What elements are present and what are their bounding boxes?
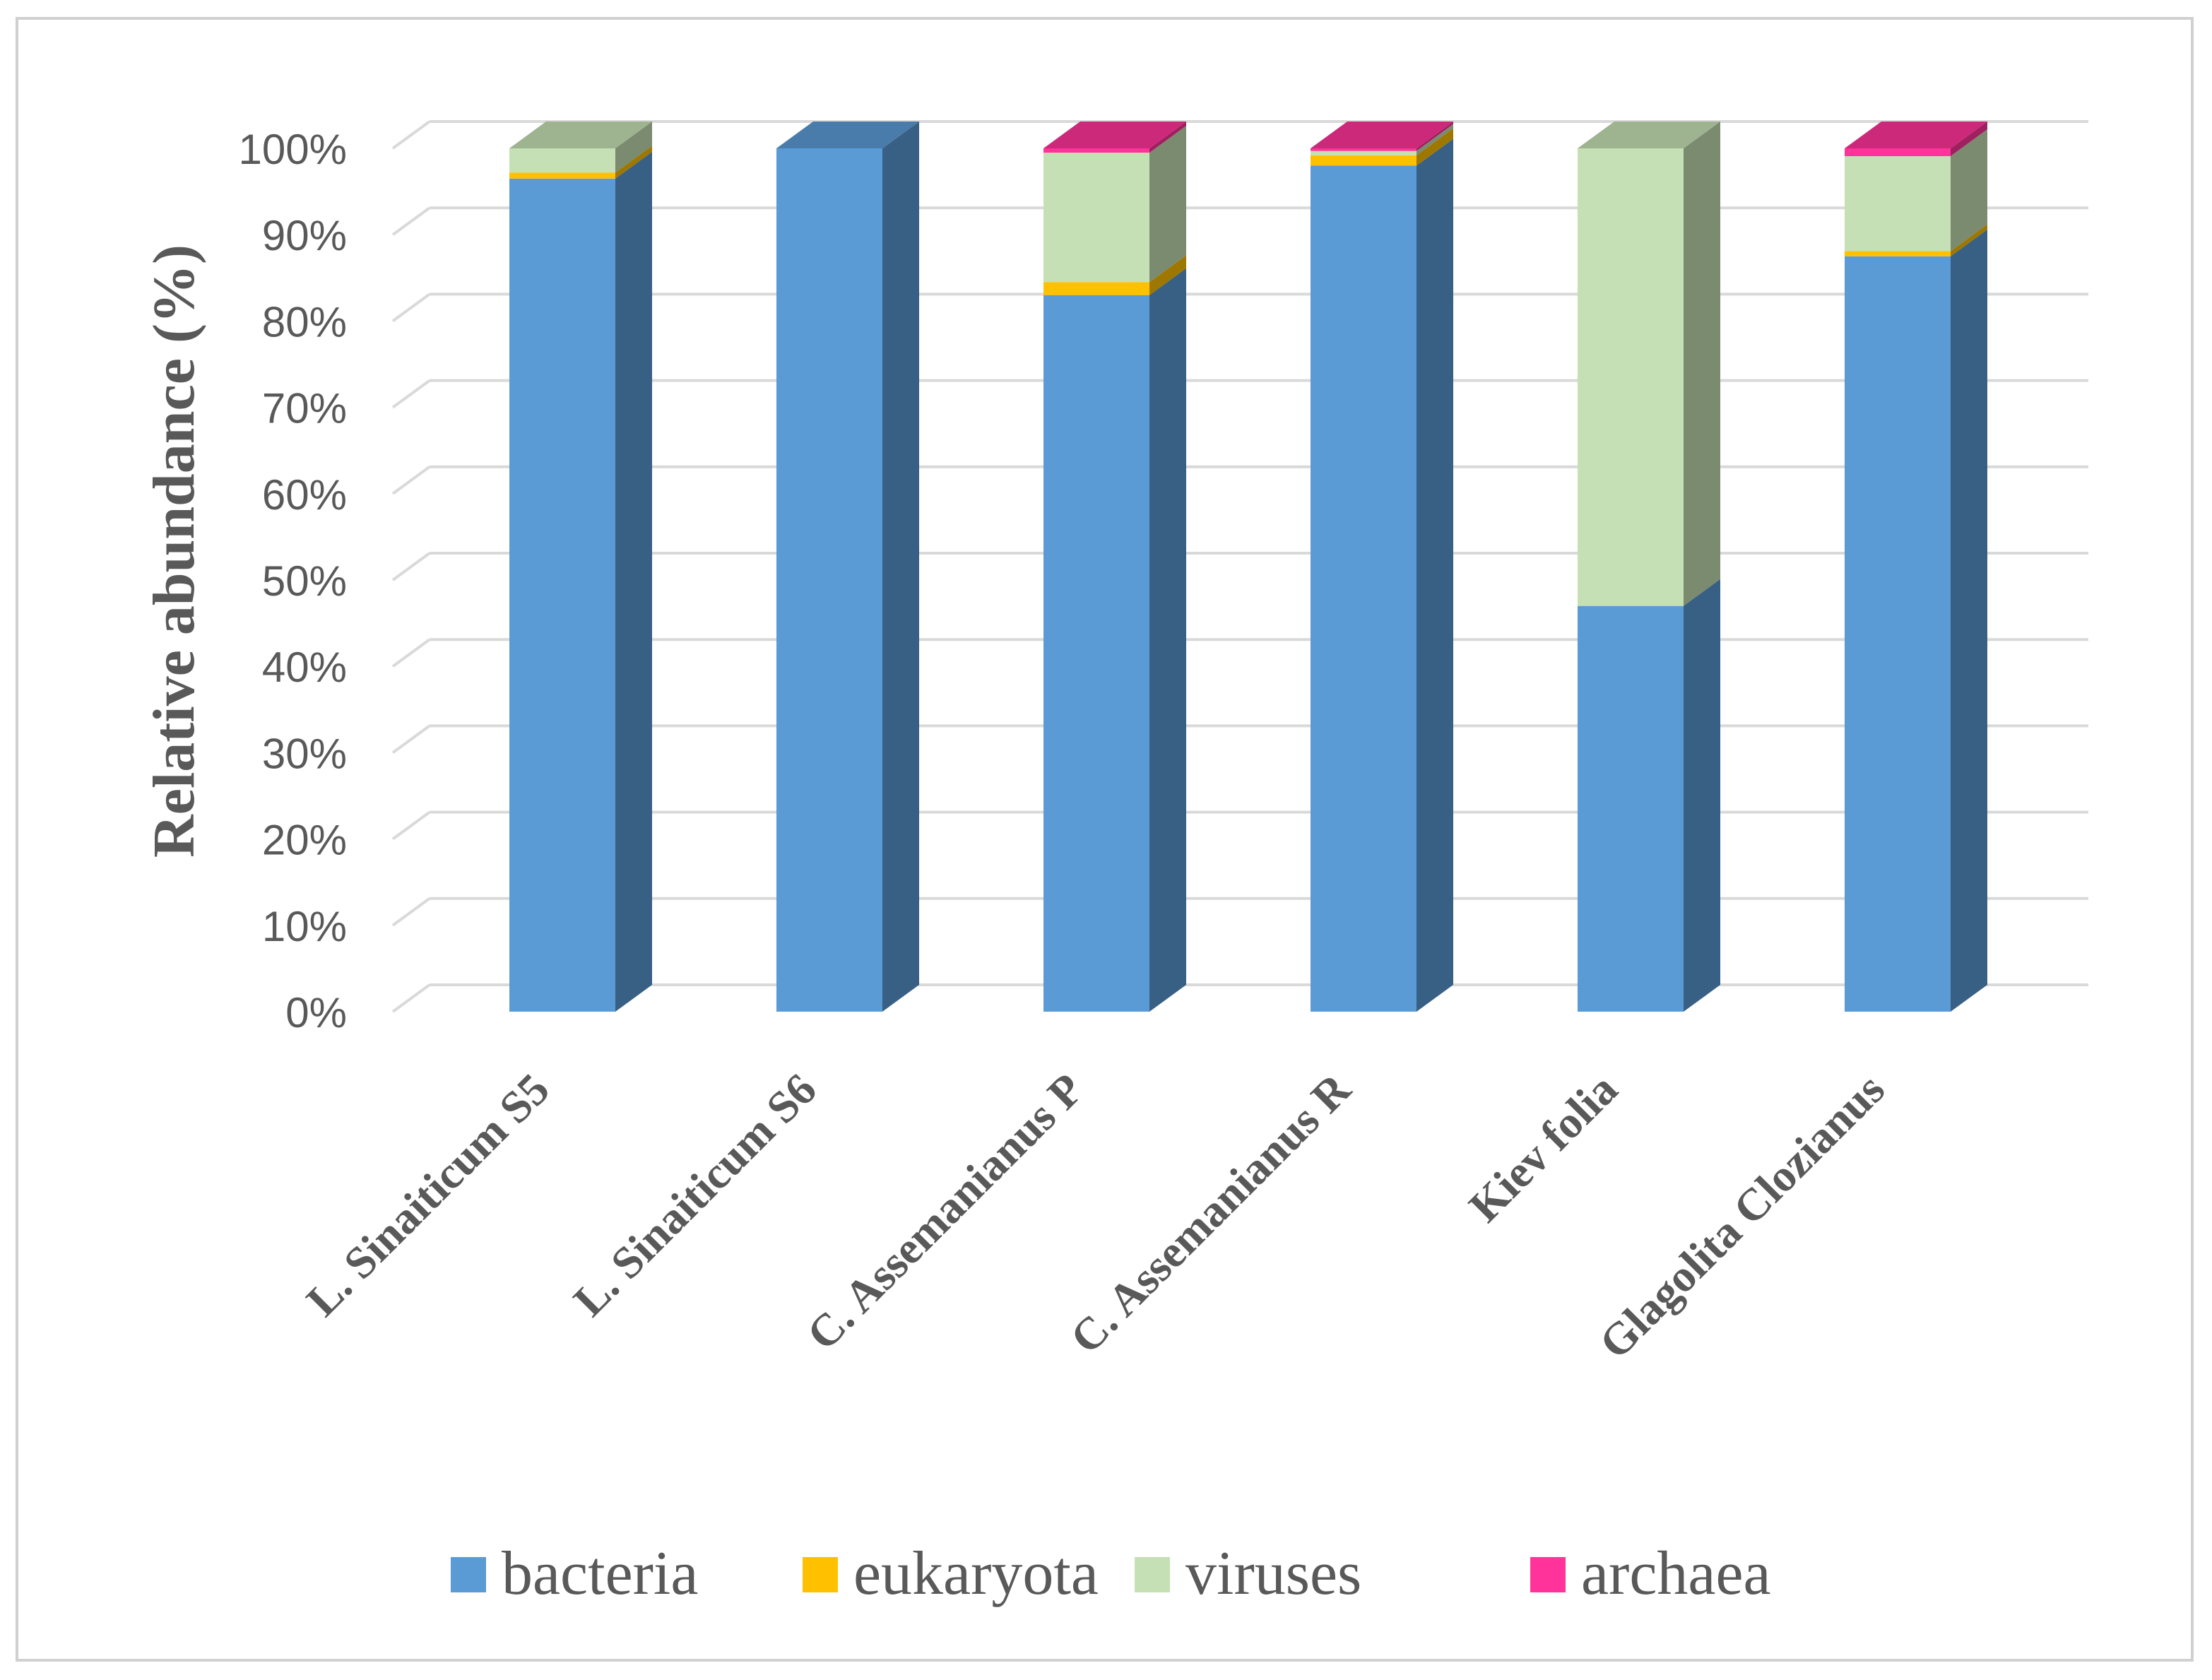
bar-bacteria [1578,605,1684,1012]
bar-archaea [1311,148,1416,151]
gridline-diagonal [391,983,431,1013]
legend-swatch-archaea [1530,1557,1566,1592]
gridline-diagonal [391,120,431,150]
y-axis-title: Relative abundance (%) [141,244,207,858]
bar-top-viruses [1578,122,1720,148]
bar-viruses [1578,148,1684,606]
bar-bacteria [1043,295,1149,1012]
bar-side-viruses [1684,122,1720,606]
bar-side-eukaryota [1149,255,1186,295]
gridline-diagonal [391,552,431,581]
bar-side-viruses [1149,126,1186,283]
stacked-bar-chart: 0% 10% 20% 30% 40% 50% 60% 70% 80% 90% 100% L. Sin… [141,120,2088,1608]
bar-side-bacteria [1416,138,1453,1012]
bar-archaea [1043,148,1149,153]
bar-side-eukaryota [615,146,652,179]
bar-viruses [1311,150,1416,155]
bar-side-bacteria [1684,579,1720,1012]
category-label: L. Sinaiticum S6 [564,1064,826,1326]
bars [509,122,1987,1012]
y-tick-label: 10% [262,903,347,950]
y-tick-label: 40% [262,644,347,691]
gridline-diagonal [391,292,431,323]
y-tick-label: 70% [262,385,347,432]
bar-eukaryota [509,172,615,179]
y-tick-label: 90% [262,212,347,259]
legend-swatch-eukaryota [803,1557,838,1592]
y-tick-label: 100% [239,126,347,173]
bar-side-archaea [1951,122,1987,156]
legend-label-viruses: viruses [1185,1539,1361,1608]
gridline-diagonal [391,638,431,668]
gridline-diagonal [391,810,431,841]
gridline-diagonal [391,466,431,495]
legend: bacteria eukaryota viruses archaea [451,1539,1771,1608]
bar-side-bacteria [882,122,919,1012]
bar-eukaryota [1311,155,1416,166]
y-tick-label: 0% [285,989,347,1036]
bar-side-viruses [615,122,652,173]
y-tick-label: 60% [262,471,347,519]
bar-eukaryota [1043,282,1149,295]
x-axis-labels: L. Sinaiticum S5 L. Sinaiticum S6C. Assem… [297,1063,1894,1368]
bar-viruses [1845,155,1951,252]
y-tick-label: 20% [262,817,347,864]
bar-side-eukaryota [1416,128,1453,166]
bar-viruses [1043,153,1149,283]
bar-bacteria [1845,256,1951,1012]
gridline-diagonal [391,724,431,755]
chart-frame: 0% 10% 20% 30% 40% 50% 60% 70% 80% 90% 100% L. Sin… [16,17,2194,1662]
y-tick-label: 80% [262,298,347,345]
bar-top-archaea [1043,122,1186,148]
gridline-diagonal [391,897,431,927]
category-label: C. Assemanianus R [1060,1063,1360,1363]
y-tick-label: 50% [262,557,347,605]
bar-top-bacteria [776,122,919,148]
bar-side-bacteria [615,151,652,1012]
bar-side-bacteria [1149,268,1186,1012]
legend-label-bacteria: bacteria [502,1539,698,1608]
bar-side-viruses [1951,129,1987,252]
bar-bacteria [509,178,615,1012]
bar-side-eukaryota [1951,224,1987,256]
bar-side-archaea [1416,122,1453,151]
category-label: Kiev folia [1459,1064,1626,1231]
gridline-diagonal [391,206,431,236]
category-label: C. Assemanianus P [797,1064,1093,1360]
bar-bacteria [776,148,882,1012]
gridlines [391,120,2088,1013]
gridline-diagonal [391,379,431,409]
legend-label-archaea: archaea [1581,1539,1771,1608]
category-label: L. Sinaiticum S5 [297,1064,559,1326]
bar-side-bacteria [1951,229,1987,1012]
bar-viruses [509,148,615,173]
category-label: Glagolita Clozianus [1590,1064,1894,1368]
bar-top-archaea [1311,122,1453,148]
bar-top-viruses [509,122,652,148]
legend-label-eukaryota: eukaryota [853,1539,1099,1608]
bar-archaea [1845,148,1951,156]
bar-side-viruses [1416,124,1453,155]
legend-swatch-viruses [1135,1557,1170,1592]
bar-bacteria [1311,165,1416,1012]
y-axis-ticks: 0% 10% 20% 30% 40% 50% 60% 70% 80% 90% 100% [239,126,347,1036]
bar-eukaryota [1845,251,1951,256]
bar-top-archaea [1845,122,1987,148]
y-tick-label: 30% [262,730,347,777]
bar-side-archaea [1149,122,1186,153]
legend-swatch-bacteria [451,1557,486,1592]
